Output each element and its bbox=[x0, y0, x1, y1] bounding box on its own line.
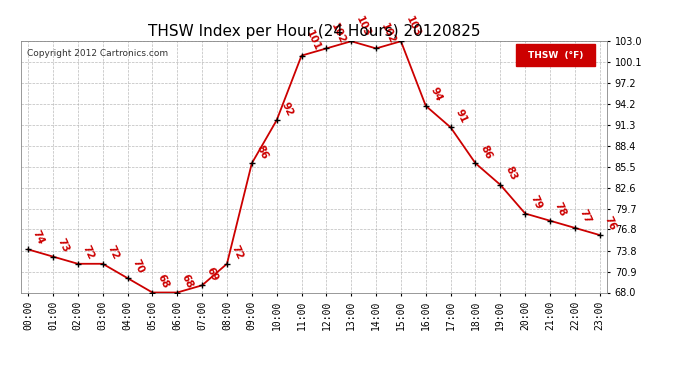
Text: 76: 76 bbox=[602, 215, 618, 232]
Text: 72: 72 bbox=[230, 243, 245, 261]
Text: 78: 78 bbox=[553, 201, 568, 218]
Text: 102: 102 bbox=[329, 22, 347, 46]
Text: THSW  (°F): THSW (°F) bbox=[528, 51, 583, 60]
Text: 83: 83 bbox=[503, 165, 518, 182]
Text: 68: 68 bbox=[180, 272, 195, 290]
Text: 103: 103 bbox=[354, 15, 373, 39]
Text: 70: 70 bbox=[130, 258, 146, 275]
Text: 101: 101 bbox=[304, 29, 322, 53]
Text: 86: 86 bbox=[255, 143, 270, 160]
Text: 74: 74 bbox=[31, 229, 46, 247]
Text: 77: 77 bbox=[578, 207, 593, 225]
Text: 86: 86 bbox=[478, 143, 493, 160]
Text: 72: 72 bbox=[81, 243, 96, 261]
Text: 69: 69 bbox=[205, 265, 220, 282]
Text: 91: 91 bbox=[453, 107, 469, 124]
Text: 92: 92 bbox=[279, 100, 295, 117]
Text: 102: 102 bbox=[379, 22, 397, 46]
FancyBboxPatch shape bbox=[516, 44, 595, 66]
Title: THSW Index per Hour (24 Hours) 20120825: THSW Index per Hour (24 Hours) 20120825 bbox=[148, 24, 480, 39]
Text: 103: 103 bbox=[404, 15, 422, 39]
Text: 72: 72 bbox=[106, 243, 121, 261]
Text: 68: 68 bbox=[155, 272, 170, 290]
Text: 73: 73 bbox=[56, 236, 71, 254]
Text: 79: 79 bbox=[528, 194, 543, 211]
Text: Copyright 2012 Cartronics.com: Copyright 2012 Cartronics.com bbox=[26, 49, 168, 58]
Text: 94: 94 bbox=[428, 86, 444, 103]
